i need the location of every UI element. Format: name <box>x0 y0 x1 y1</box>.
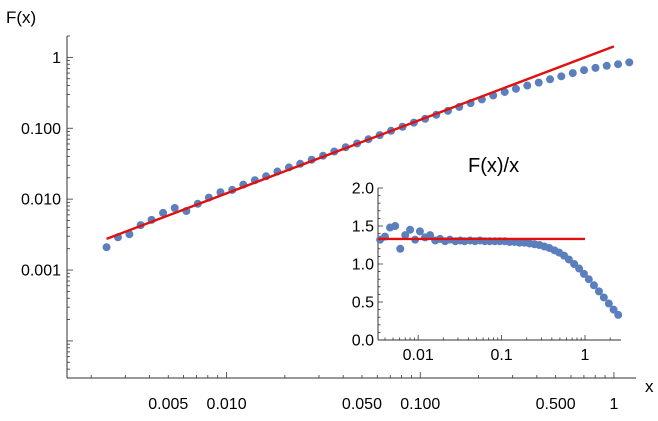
y-tick-label: 1.0 <box>352 257 374 274</box>
data-point <box>580 66 589 75</box>
x-tick-label: 0.010 <box>207 396 247 413</box>
y-tick-label: 0.5 <box>352 295 374 312</box>
x-tick-label: 0.500 <box>536 396 576 413</box>
y-axis-label: F(x) <box>6 8 36 27</box>
data-point <box>589 281 598 290</box>
y-tick-label: 0.0 <box>352 333 374 350</box>
x-tick-label: 1 <box>609 396 618 413</box>
data-point <box>614 60 623 69</box>
data-point <box>602 61 611 70</box>
main-axes: 0.005 0.010 0.050 0.100 0.500 10.0010.0100.10… <box>21 35 636 413</box>
inset-axes: 0.01 0.1 1 0.0 0.5 1.0 1.5 2.0 <box>352 181 621 364</box>
data-point <box>557 72 566 81</box>
data-point <box>609 305 618 314</box>
inset-chart: 0.01 0.1 1 0.0 0.5 1.0 1.5 2.0 <box>352 181 623 364</box>
inset-title: F(x)/x <box>468 155 519 177</box>
data-point <box>102 243 111 252</box>
data-point <box>406 225 415 234</box>
data-point <box>604 299 613 308</box>
data-point <box>579 269 588 278</box>
y-tick-label: 1.5 <box>352 219 374 236</box>
x-axis-label: x <box>645 377 654 396</box>
data-point <box>594 287 603 296</box>
main-chart: 0.005 0.010 0.050 0.100 0.500 10.0010.0100.10… <box>21 35 636 413</box>
data-point <box>426 231 435 240</box>
data-point <box>523 81 532 90</box>
data-point <box>625 58 634 67</box>
x-tick-label: 0.01 <box>403 347 434 364</box>
data-point <box>511 84 520 93</box>
x-tick-label: 1 <box>581 347 590 364</box>
data-point <box>534 78 543 87</box>
data-point <box>599 293 608 302</box>
y-tick-label: 0.001 <box>21 263 61 280</box>
data-point <box>546 75 555 84</box>
data-point <box>568 69 577 78</box>
x-tick-label: 0.1 <box>490 347 512 364</box>
data-point <box>500 87 509 96</box>
data-point <box>584 275 593 284</box>
y-tick-label: 2.0 <box>352 181 374 198</box>
data-point <box>401 231 410 240</box>
data-point <box>170 203 179 212</box>
y-tick-label: 0.100 <box>21 121 61 138</box>
data-point <box>564 255 573 264</box>
data-point <box>415 227 424 236</box>
data-point <box>575 264 584 273</box>
inset-marks <box>376 222 623 319</box>
data-point <box>614 310 623 319</box>
data-point <box>591 63 600 72</box>
data-point <box>396 244 405 253</box>
y-tick-label: 0.010 <box>21 192 61 209</box>
data-point <box>159 208 168 217</box>
fit-line <box>106 45 615 241</box>
x-tick-label: 0.100 <box>400 396 440 413</box>
inset-background <box>350 178 650 356</box>
x-tick-label: 0.050 <box>342 396 382 413</box>
data-point <box>391 222 400 230</box>
x-tick-label: 0.005 <box>148 396 188 413</box>
y-tick-label: 1 <box>52 50 61 67</box>
main-marks <box>102 45 634 252</box>
